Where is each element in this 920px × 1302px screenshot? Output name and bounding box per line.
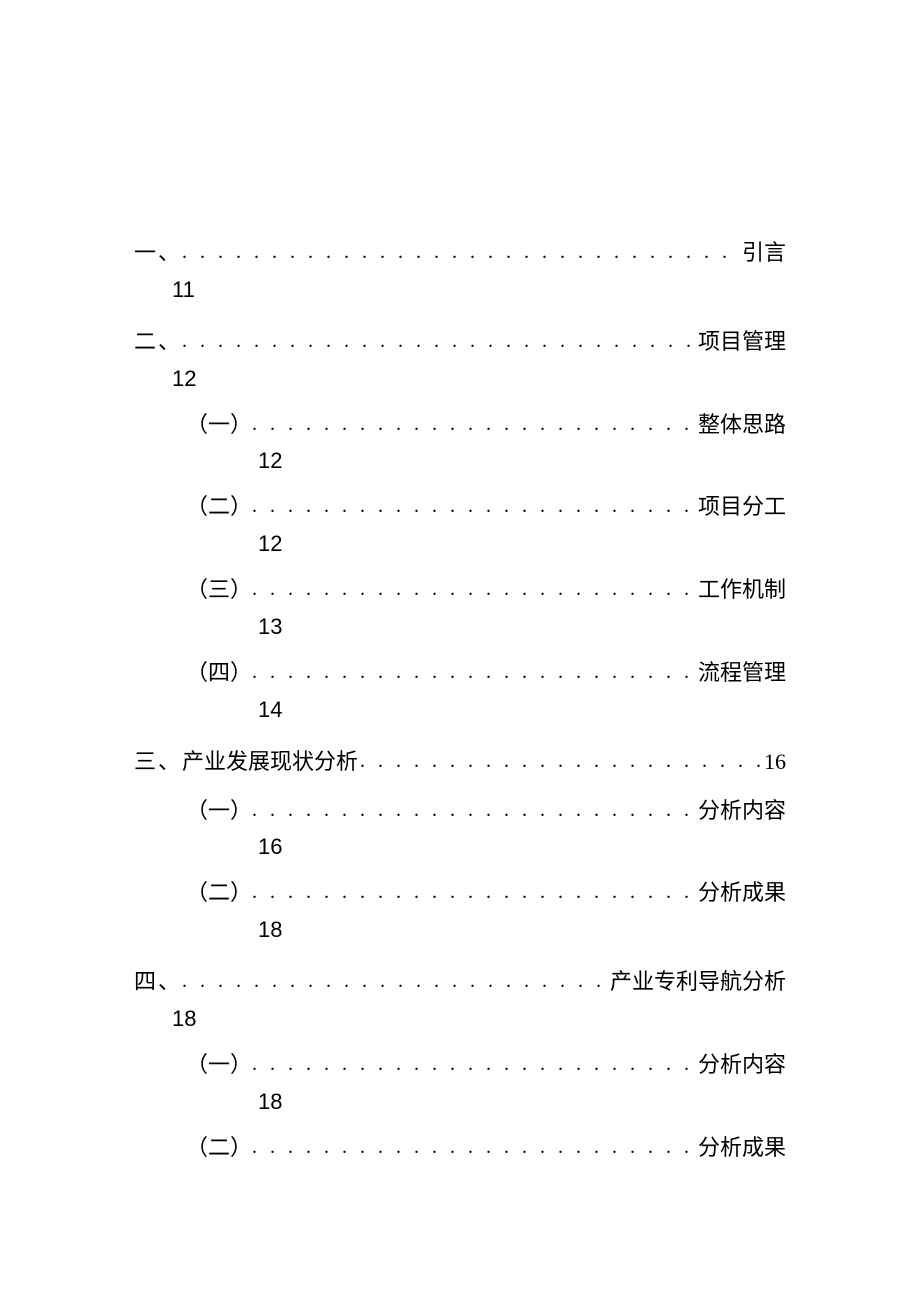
toc-dots bbox=[252, 496, 694, 516]
toc-page: 12 bbox=[258, 531, 786, 557]
toc-title: 分析内容 bbox=[698, 796, 786, 827]
toc-entry-level2: （二） 分析成果 bbox=[186, 1133, 786, 1164]
toc-title: 流程管理 bbox=[698, 658, 786, 689]
toc-line: （二） 分析成果 bbox=[186, 878, 786, 909]
toc-entry-level2: （一） 整体思路 12 bbox=[186, 410, 786, 475]
toc-entry-level1: 一、 引言 11 bbox=[134, 238, 786, 303]
toc-title: 项目分工 bbox=[698, 492, 786, 523]
toc-line: （一） 整体思路 bbox=[186, 410, 786, 441]
toc-dots bbox=[252, 882, 694, 902]
toc-page: 16 bbox=[764, 747, 786, 778]
toc-entry-level1: 三、 产业发展现状分析 16 （一） 分析内容 16 （二） 分析成果 18 bbox=[134, 747, 786, 943]
toc-title: 分析成果 bbox=[698, 1133, 786, 1164]
toc-page: 14 bbox=[258, 697, 786, 723]
toc-dots bbox=[252, 662, 694, 682]
toc-number: （二） bbox=[186, 492, 252, 523]
toc-entry-level2: （一） 分析内容 18 bbox=[186, 1050, 786, 1115]
toc-line: （三） 工作机制 bbox=[186, 575, 786, 606]
toc-dots bbox=[182, 242, 738, 262]
toc-title: 分析成果 bbox=[698, 878, 786, 909]
toc-dots bbox=[252, 414, 694, 434]
toc-entry-level2: （二） 分析成果 18 bbox=[186, 878, 786, 943]
toc-number: （二） bbox=[186, 1133, 252, 1164]
toc-title: 整体思路 bbox=[698, 410, 786, 441]
toc-line: （一） 分析内容 bbox=[186, 1050, 786, 1081]
toc-entry-level2: （三） 工作机制 13 bbox=[186, 575, 786, 640]
toc-page: 12 bbox=[172, 366, 786, 392]
toc-number: 三、 bbox=[134, 747, 182, 778]
toc-title: 引言 bbox=[742, 238, 786, 269]
toc-title: 产业专利导航分析 bbox=[610, 967, 786, 998]
toc-line: 三、 产业发展现状分析 16 bbox=[134, 747, 786, 778]
toc-dots bbox=[182, 971, 606, 991]
toc-entry-level1: 四、 产业专利导航分析 18 （一） 分析内容 18 （二） 分析成果 bbox=[134, 967, 786, 1163]
toc-entry-level2: （二） 项目分工 12 bbox=[186, 492, 786, 557]
toc-entry-level2: （一） 分析内容 16 bbox=[186, 796, 786, 861]
toc-dots bbox=[252, 1137, 694, 1157]
toc-page: 18 bbox=[258, 1089, 786, 1115]
toc-number: （一） bbox=[186, 796, 252, 827]
toc-page: 12 bbox=[258, 448, 786, 474]
toc-line: 一、 引言 bbox=[134, 238, 786, 269]
toc-line: （二） 项目分工 bbox=[186, 492, 786, 523]
toc-number: （一） bbox=[186, 410, 252, 441]
toc-dots bbox=[252, 1054, 694, 1074]
toc-dots bbox=[252, 800, 694, 820]
toc-entry-level1: 二、 项目管理 12 （一） 整体思路 12 （二） 项目分工 12 （三） bbox=[134, 327, 786, 723]
toc-title: 分析内容 bbox=[698, 1050, 786, 1081]
toc-page: 18 bbox=[172, 1006, 786, 1032]
toc-line: 四、 产业专利导航分析 bbox=[134, 967, 786, 998]
toc-line: （四） 流程管理 bbox=[186, 658, 786, 689]
toc-entry-level2: （四） 流程管理 14 bbox=[186, 658, 786, 723]
toc-page: 16 bbox=[258, 834, 786, 860]
toc-title: 工作机制 bbox=[698, 575, 786, 606]
toc-line: （一） 分析内容 bbox=[186, 796, 786, 827]
toc-page: 11 bbox=[172, 277, 786, 303]
toc-title: 项目管理 bbox=[698, 327, 786, 358]
toc-number: （三） bbox=[186, 575, 252, 606]
toc-page: 13 bbox=[258, 614, 786, 640]
toc-title: 产业发展现状分析 bbox=[182, 747, 358, 778]
toc-line: （二） 分析成果 bbox=[186, 1133, 786, 1164]
toc-number: 二、 bbox=[134, 327, 182, 358]
toc-number: （一） bbox=[186, 1050, 252, 1081]
toc-number: （四） bbox=[186, 658, 252, 689]
table-of-contents: 一、 引言 11 二、 项目管理 12 （一） 整体思路 12 （二） 项目分工 bbox=[134, 238, 786, 1164]
toc-line: 二、 项目管理 bbox=[134, 327, 786, 358]
toc-number: 一、 bbox=[134, 238, 182, 269]
toc-dots bbox=[252, 579, 694, 599]
toc-page: 18 bbox=[258, 917, 786, 943]
toc-number: （二） bbox=[186, 878, 252, 909]
toc-dots bbox=[360, 751, 760, 771]
toc-number: 四、 bbox=[134, 967, 182, 998]
toc-dots bbox=[182, 331, 694, 351]
